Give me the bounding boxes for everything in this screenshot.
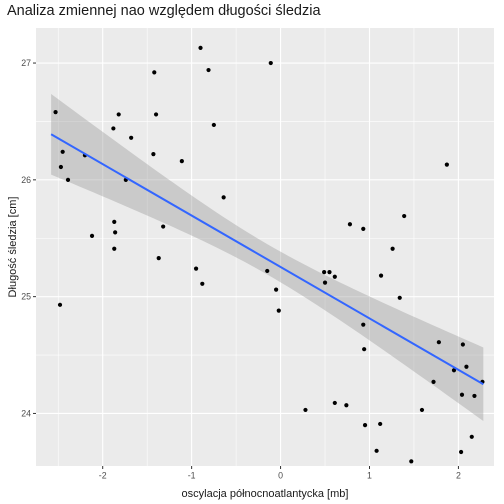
data-point — [193, 266, 199, 271]
data-point — [111, 126, 116, 131]
data-point — [265, 268, 270, 274]
x-tick-label: -1 — [188, 471, 196, 481]
y-tick-label: 25 — [21, 292, 31, 302]
fit-line — [50, 133, 484, 386]
data-point — [60, 149, 65, 154]
data-points — [53, 45, 485, 464]
y-axis-title: Długość śledzia [cm] — [7, 197, 19, 298]
confidence-band-area — [51, 93, 484, 422]
data-point — [113, 230, 118, 235]
data-point — [347, 222, 353, 227]
data-point — [200, 281, 205, 286]
data-point — [153, 112, 159, 117]
x-tick-label: 2 — [456, 471, 461, 481]
data-point — [436, 340, 441, 345]
data-point — [161, 224, 166, 229]
data-point — [151, 152, 156, 157]
data-point — [156, 255, 161, 261]
data-point — [129, 135, 134, 140]
x-tick-label: 0 — [278, 471, 283, 481]
data-point — [116, 112, 121, 117]
data-point — [65, 177, 71, 182]
data-point — [327, 270, 332, 275]
data-point — [112, 246, 117, 251]
data-point — [390, 246, 395, 251]
data-point — [472, 393, 477, 399]
data-point — [397, 295, 402, 300]
data-point — [362, 347, 367, 352]
x-tick-label: -2 — [99, 471, 107, 481]
data-point — [89, 233, 95, 239]
data-point — [464, 364, 469, 369]
x-axis-title: oscylacja północnoatlantycka [mb] — [182, 488, 349, 500]
data-point — [112, 219, 117, 224]
data-point — [179, 159, 184, 164]
data-point — [276, 308, 281, 313]
data-point — [451, 368, 457, 373]
data-point — [58, 164, 64, 170]
data-point — [419, 407, 425, 413]
y-tick-label: 24 — [21, 408, 31, 418]
y-axis: 24 25 26 27 — [21, 58, 36, 418]
minor-gridlines — [36, 28, 494, 466]
data-point — [374, 448, 379, 453]
y-tick-label: 27 — [21, 58, 31, 68]
data-point — [361, 226, 366, 231]
data-point — [402, 213, 407, 219]
confidence-band — [51, 93, 484, 422]
data-point — [53, 109, 58, 115]
major-gridlines — [36, 28, 494, 466]
data-point — [361, 322, 366, 327]
data-point — [378, 421, 383, 427]
data-point — [332, 400, 337, 406]
data-point — [268, 60, 273, 66]
data-point — [322, 270, 327, 275]
x-axis: -2 -1 0 1 2 — [99, 466, 461, 481]
data-point — [378, 273, 384, 278]
data-point — [198, 45, 203, 50]
data-point — [206, 67, 211, 73]
y-tick-label: 26 — [21, 175, 31, 185]
data-point — [211, 122, 216, 128]
data-point — [152, 70, 157, 75]
data-point — [274, 287, 279, 292]
data-point — [458, 449, 464, 455]
data-point — [57, 302, 63, 307]
chart-title: Analiza zmiennej nao względem długości ś… — [7, 3, 321, 19]
data-point — [344, 403, 349, 408]
data-point — [460, 342, 465, 347]
regression-line — [50, 133, 484, 386]
data-point — [303, 407, 308, 413]
data-point — [362, 423, 368, 428]
x-tick-label: 1 — [367, 471, 372, 481]
data-point — [431, 379, 436, 385]
data-point — [469, 434, 474, 439]
data-point — [322, 280, 328, 285]
data-point — [444, 162, 449, 167]
data-point — [459, 392, 465, 397]
plot-panel — [36, 28, 494, 466]
data-point — [332, 274, 337, 279]
data-point — [409, 459, 414, 464]
data-point — [221, 195, 226, 200]
